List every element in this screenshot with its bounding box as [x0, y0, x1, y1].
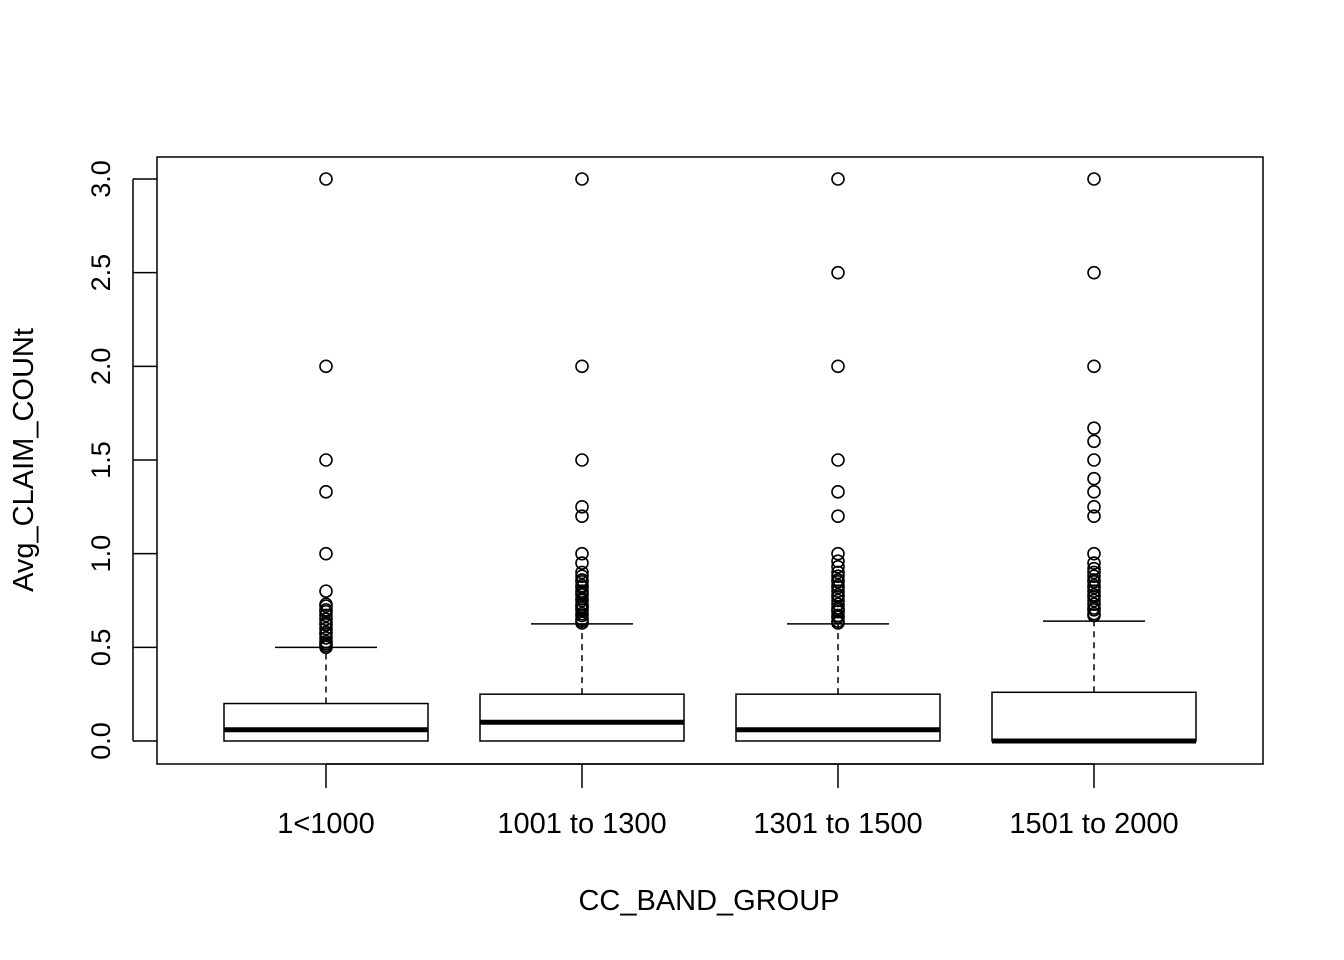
outlier-point [1087, 593, 1101, 608]
outlier-point [575, 606, 589, 621]
outlier-point [831, 578, 845, 593]
outlier-point [319, 453, 333, 467]
y-tick-label: 2.0 [86, 348, 116, 386]
iqr-box [735, 693, 941, 742]
outlier-point [319, 584, 333, 598]
outlier-point [831, 265, 845, 280]
iqr-box [991, 691, 1197, 742]
y-axis-label: Avg_CLAIM_COUNt [8, 328, 40, 592]
outlier-point [319, 634, 333, 649]
outlier-point [575, 453, 589, 467]
outlier-point [1087, 565, 1101, 580]
outlier-point [319, 603, 333, 617]
outlier-point [1087, 556, 1101, 570]
outlier-point [831, 509, 845, 524]
y-tick-label: 2.5 [86, 254, 116, 292]
outlier-point [831, 546, 845, 561]
outlier-point [831, 485, 845, 499]
outlier-point [319, 485, 333, 499]
outlier-point [1087, 453, 1101, 467]
outlier-point [1087, 421, 1101, 435]
outlier-point [831, 559, 845, 574]
outlier-point [575, 578, 589, 593]
outlier-point [575, 556, 589, 570]
y-tick-label: 0.5 [86, 629, 116, 667]
outlier-point [1087, 359, 1101, 374]
outlier-point [575, 565, 589, 580]
outlier-point [831, 172, 845, 186]
outlier-point [1087, 172, 1101, 186]
outlier-point [319, 359, 333, 374]
outlier-point [575, 359, 589, 374]
outlier-point [1087, 546, 1101, 561]
outlier-point [1087, 509, 1101, 524]
y-tick-label: 1.0 [86, 535, 116, 573]
outlier-point [575, 546, 589, 561]
outlier-point [319, 621, 333, 636]
outlier-point [831, 588, 845, 602]
outlier-point [319, 172, 333, 186]
outlier-point [319, 597, 333, 612]
outlier-point [1087, 597, 1101, 612]
outlier-point [319, 612, 333, 627]
outlier-point [1087, 471, 1101, 486]
plot-frame [156, 156, 1264, 765]
outlier-point [831, 359, 845, 374]
outlier-point [1087, 569, 1101, 583]
outlier-point [1087, 500, 1101, 514]
outlier-point [319, 631, 333, 645]
outlier-point [319, 625, 333, 640]
outlier-point [319, 546, 333, 561]
outlier-point [575, 509, 589, 524]
outlier-point [1087, 588, 1101, 602]
outlier-point [831, 597, 845, 612]
outlier-point [831, 453, 845, 467]
x-axis-label: CC_BAND_GROUP [578, 885, 839, 917]
box-3 [735, 623, 941, 742]
outlier-point [575, 569, 589, 583]
box-2 [479, 623, 685, 742]
y-tick-label: 3.0 [86, 160, 116, 198]
x-tick-label: 1001 to 1300 [497, 808, 666, 840]
x-tick-label: 1301 to 1500 [753, 808, 922, 840]
outlier-point [1087, 578, 1101, 593]
outlier-point [1087, 434, 1101, 449]
outlier-point [831, 593, 845, 608]
outlier-point [831, 569, 845, 583]
outlier-point [575, 573, 589, 587]
box-1 [223, 646, 429, 742]
outlier-point [831, 554, 845, 568]
outlier-point [1087, 265, 1101, 280]
x-tick-label: 1501 to 2000 [1009, 808, 1178, 840]
iqr-box [223, 702, 429, 742]
outlier-point [831, 573, 845, 587]
outlier-point [1087, 561, 1101, 576]
outlier-point [1087, 485, 1101, 499]
iqr-box [479, 693, 685, 742]
y-tick-label: 1.5 [86, 441, 116, 479]
y-tick-label: 0.0 [86, 722, 116, 760]
outlier-point [1087, 606, 1101, 621]
outlier-point [575, 172, 589, 186]
box-4 [991, 620, 1197, 744]
outlier-point [575, 500, 589, 514]
x-tick-label: 1<1000 [277, 808, 375, 840]
